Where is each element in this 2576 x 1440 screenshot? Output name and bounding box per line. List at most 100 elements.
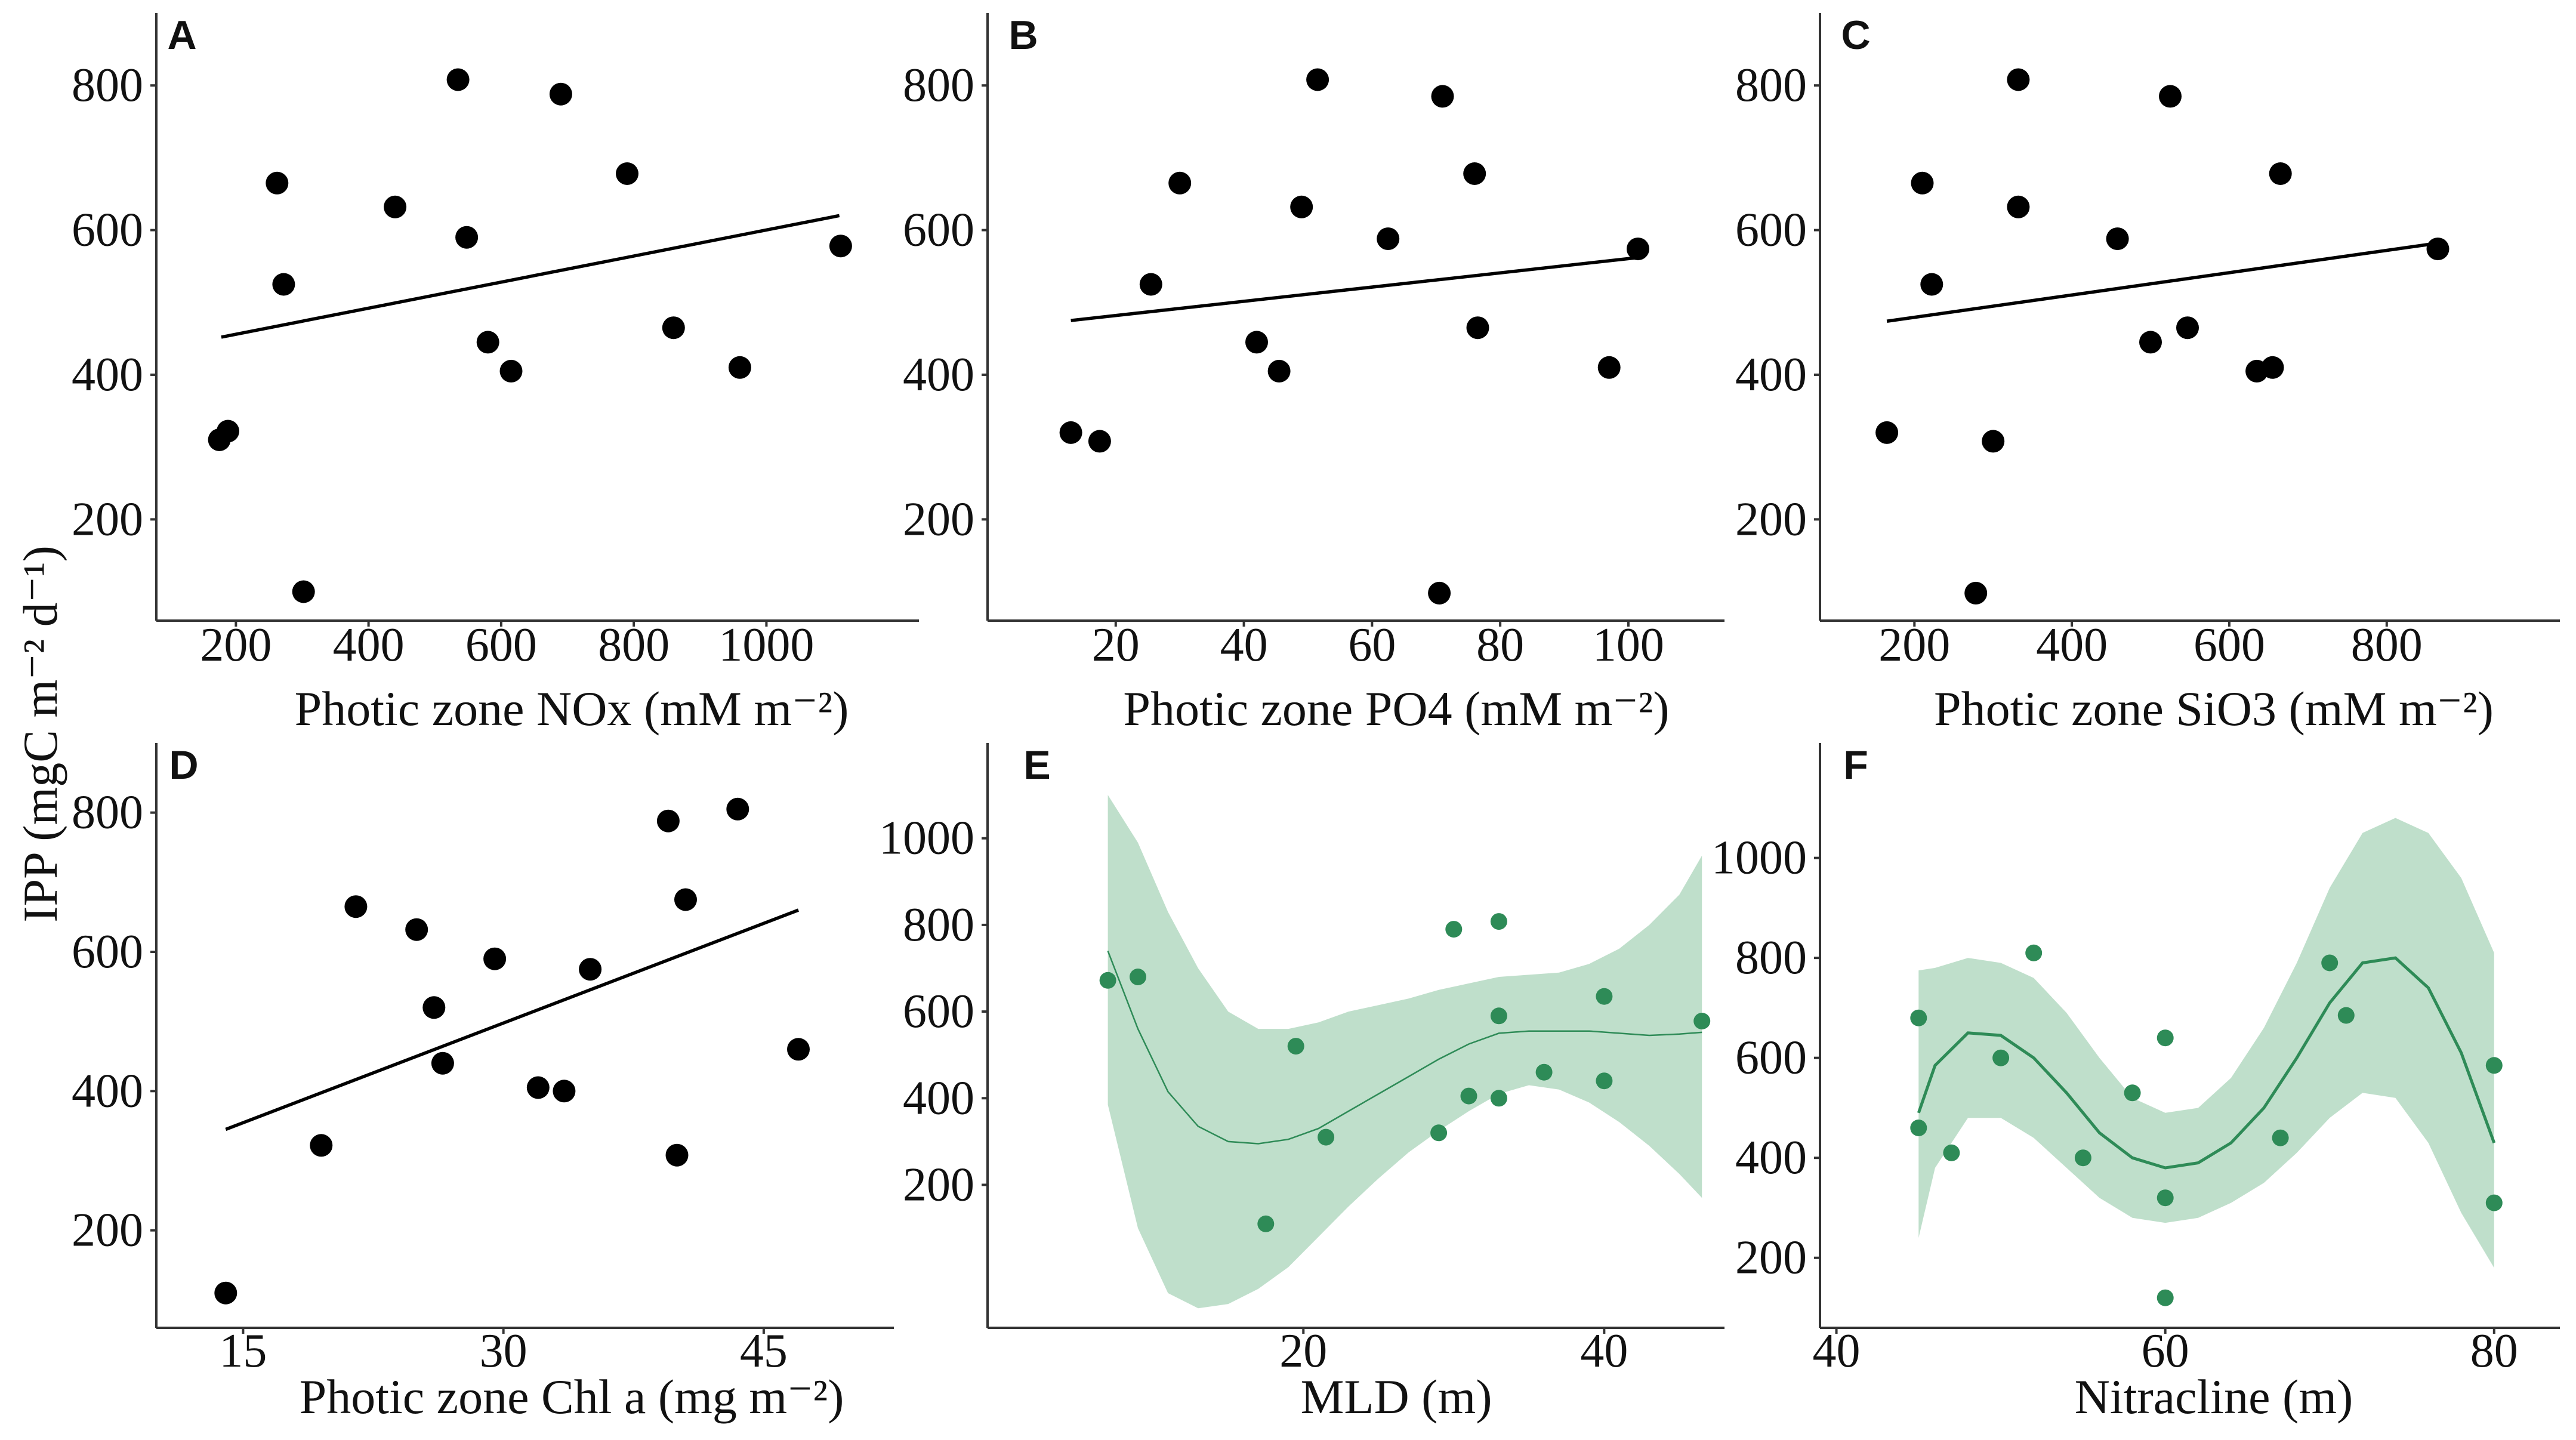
panel-a-fit-line (221, 214, 840, 339)
panel-d-letter: D (169, 742, 198, 788)
panel-e: 200 400 600 800 1000 20 40 MLD (m) E (879, 742, 1724, 1424)
panel-a-data-point (292, 580, 315, 603)
panel-d-y-tick-label: 800 (72, 787, 143, 839)
panel-b-y-tick-label: 800 (903, 59, 974, 112)
panel-f-x-tick-label: 80 (2470, 1325, 2518, 1377)
panel-c-data-point (2159, 85, 2182, 108)
panel-c-data-point (2261, 356, 2284, 379)
panel-a-y-tick-label: 600 (72, 204, 143, 257)
panel-c-y-tick-label: 400 (1735, 349, 1807, 401)
panel-b-data-point (1627, 238, 1649, 261)
panel-e-data-point (1460, 1087, 1477, 1105)
panel-c-data-point (2007, 68, 2030, 91)
panel-b-data-point (1059, 421, 1082, 444)
panel-d-data-point (431, 1052, 454, 1075)
panel-f-y-tick-label: 200 (1735, 1232, 1807, 1284)
panel-f-confidence-band (1918, 818, 2494, 1268)
panel-f-data-point (1910, 1009, 1927, 1026)
panel-f-x-tick-label: 40 (1813, 1325, 1861, 1377)
panel-e-data-point (1596, 988, 1613, 1005)
panel-e-data-point (1535, 1063, 1553, 1081)
panel-d-data-point (344, 895, 368, 918)
panel-b-data-point (1463, 162, 1486, 185)
panel-b-x-tick-label: 20 (1092, 619, 1140, 671)
panel-e-data-point (1445, 921, 1463, 938)
panel-d-y-tick-label: 400 (72, 1065, 143, 1117)
panel-f-x-axis-label: Nitracline (m) (2075, 1370, 2353, 1424)
panel-f-letter: F (1843, 742, 1868, 788)
panel-a-x-tick-label: 800 (598, 619, 670, 671)
panel-f-data-point (2337, 1007, 2355, 1024)
panel-b-data-point (1168, 171, 1192, 195)
panel-b-data-point (1597, 356, 1621, 379)
panel-e-data-point (1099, 972, 1116, 989)
panel-c-data-point (2007, 195, 2030, 218)
panel-b-x-tick-label: 40 (1220, 619, 1268, 671)
panel-e-confidence-band (1107, 795, 1702, 1309)
panel-b-data-point (1267, 359, 1291, 383)
panel-d-data-point (674, 888, 697, 911)
panel-c: 200 400 600 800 200 400 600 800 Photic zone SiO3… (1735, 13, 2560, 736)
panel-e-data-point (1693, 1013, 1711, 1029)
panel-c-data-point (1964, 581, 1988, 605)
panel-d-data-point (483, 947, 507, 970)
panel-a-x-axis-label: Photic zone NOx (mM m⁻²) (295, 682, 849, 736)
panel-e-y-tick-label: 400 (903, 1072, 974, 1124)
panel-a-x-tick-label: 200 (200, 619, 272, 671)
panel-e-x-tick-label: 20 (1279, 1325, 1327, 1377)
panel-e-data-point (1490, 1090, 1507, 1107)
panel-c-data-point (1911, 171, 1934, 195)
panel-c-x-axis-label: Photic zone SiO3 (mM m⁻²) (1934, 682, 2494, 736)
panel-a-y-tick-label: 400 (72, 349, 143, 401)
panel-b-data-point (1431, 85, 1454, 108)
panel-d-data-point (422, 996, 446, 1019)
panel-c-x-tick-label: 400 (2036, 619, 2108, 671)
panel-d-y-tick-label: 200 (72, 1204, 143, 1257)
panel-c-letter: C (1841, 13, 1870, 58)
panel-c-x-tick-label: 600 (2194, 619, 2265, 671)
panel-e-data-point (1596, 1072, 1613, 1090)
panel-c-data-point (2106, 227, 2129, 251)
panel-e-data-point (1490, 913, 1507, 930)
panel-f-smooth-line (1917, 956, 2496, 1170)
panel-e-data-point (1430, 1124, 1448, 1142)
panel-e-x-axis-label: MLD (m) (1300, 1370, 1492, 1424)
panel-e-y-tick-label: 200 (903, 1158, 974, 1211)
panel-a-data-point (446, 68, 470, 91)
panel-d-data-point (553, 1080, 576, 1103)
panel-a-data-point (384, 195, 407, 218)
panel-d-x-tick-label: 45 (740, 1325, 788, 1377)
panel-a-x-tick-label: 400 (333, 619, 405, 671)
panel-a-data-point (616, 162, 638, 185)
panel-b-data-point (1088, 430, 1111, 453)
panel-b-letter: B (1008, 13, 1038, 58)
panel-f-y-tick-label: 1000 (1711, 832, 1807, 884)
panel-c-data-point (1982, 430, 2005, 453)
panel-e-y-tick-label: 800 (903, 899, 974, 951)
panel-b-data-point (1428, 581, 1451, 605)
panel-a-data-point (476, 331, 499, 354)
panel-b-data-point (1245, 331, 1268, 354)
panel-e-data-point (1130, 969, 1146, 985)
panel-f-data-point (2157, 1029, 2174, 1047)
panel-c-data-point (1875, 421, 1899, 444)
panel-b-data-point (1139, 273, 1162, 296)
panel-d-x-axis-label: Photic zone Chl a (mg m⁻²) (300, 1370, 844, 1424)
panel-d-data-point (526, 1076, 550, 1099)
panel-c-y-tick-label: 600 (1735, 204, 1807, 257)
panel-f-y-tick-label: 400 (1735, 1131, 1807, 1184)
panel-b-x-tick-label: 100 (1593, 619, 1664, 671)
panel-c-data-point (2426, 238, 2449, 261)
panel-a-data-point (662, 316, 685, 340)
panel-a-y-tick-label: 800 (72, 59, 143, 112)
panel-b: 200 400 600 800 20 40 60 80 100 Photic zone PO4 (… (903, 13, 1724, 736)
panel-f-x-tick-label: 60 (2142, 1325, 2189, 1377)
panel-b-x-tick-label: 60 (1348, 619, 1396, 671)
panel-f-data-point (2485, 1057, 2503, 1074)
panel-d-data-point (579, 958, 602, 981)
panel-c-fit-line (1886, 241, 2438, 323)
panel-c-y-tick-label: 800 (1735, 59, 1807, 112)
panel-c-data-point (2176, 316, 2199, 340)
